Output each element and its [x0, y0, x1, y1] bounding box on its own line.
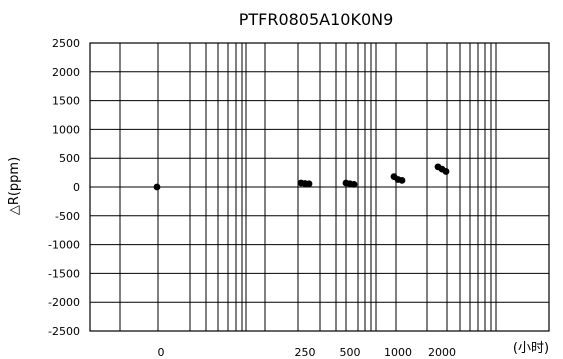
data-point — [350, 181, 358, 188]
y-tick-label: -2500 — [48, 325, 80, 338]
x-tick-label: 250 — [295, 346, 316, 359]
data-points — [153, 163, 450, 191]
plot-frame — [89, 42, 550, 332]
data-point — [305, 180, 313, 188]
data-point — [398, 176, 406, 184]
y-axis-label: △R(ppm) — [7, 157, 22, 215]
x-axis-unit-label: (小时) — [513, 341, 549, 356]
y-tick-label: 2000 — [52, 66, 80, 79]
x-tick-labels: 0 250 500 1000 2000 — [158, 346, 457, 359]
y-tick-label: 500 — [59, 152, 80, 165]
y-tick-label: 0 — [73, 181, 80, 194]
x-tick-label: 500 — [340, 346, 361, 359]
x-tick-label: 0 — [158, 346, 165, 359]
y-tick-label: 2500 — [52, 37, 80, 50]
y-tick-label: -1000 — [48, 239, 80, 252]
y-tick-label: 1500 — [52, 95, 80, 108]
y-tick-labels: 2500 2000 1500 1000 500 0 -500 -1000 -1500 -2000 -… — [48, 37, 80, 338]
data-point — [153, 183, 161, 191]
y-tick-label: -2000 — [48, 296, 80, 309]
chart-title: PTFR0805A10K0N9 — [239, 10, 394, 29]
x-tick-label: 2000 — [428, 346, 456, 359]
y-tick-label: -1500 — [48, 267, 80, 280]
y-tick-label: 1000 — [52, 123, 80, 136]
y-tick-label: -500 — [55, 210, 80, 223]
x-tick-label: 1000 — [384, 346, 412, 359]
grid — [89, 42, 550, 332]
data-point — [442, 168, 450, 175]
